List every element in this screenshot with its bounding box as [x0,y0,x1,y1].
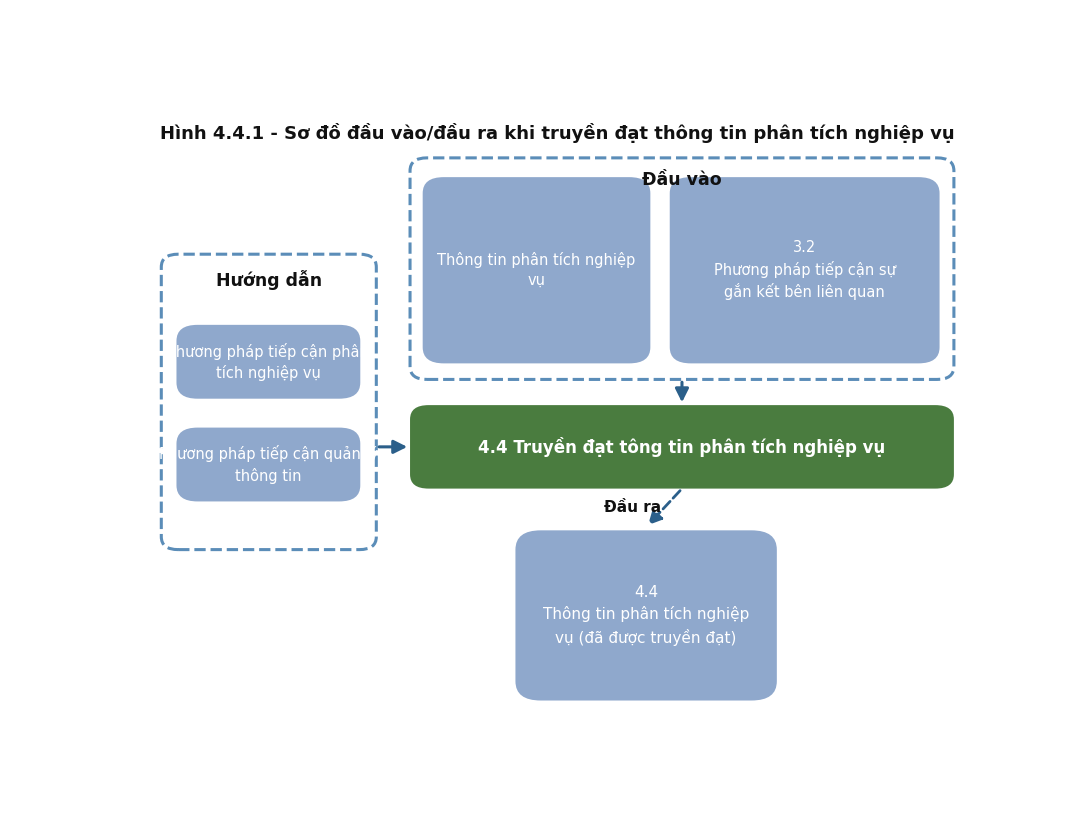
FancyBboxPatch shape [422,177,651,364]
Text: Hình 4.4.1 - Sơ đồ đầu vào/đầu ra khi truyền đạt thông tin phân tích nghiệp vụ: Hình 4.4.1 - Sơ đồ đầu vào/đầu ra khi tr… [160,123,955,143]
FancyBboxPatch shape [176,325,360,399]
Text: Phương pháp tiếp cận quản lý
thông tin: Phương pháp tiếp cận quản lý thông tin [159,445,378,484]
Text: Đầu ra: Đầu ra [604,500,662,515]
FancyBboxPatch shape [516,530,777,701]
Text: 4.4 Truyền đạt tông tin phân tích nghiệp vụ: 4.4 Truyền đạt tông tin phân tích nghiệp… [479,437,886,457]
Text: Hướng dẫn: Hướng dẫn [215,270,322,290]
Text: Đầu vào: Đầu vào [642,171,721,188]
Text: Thông tin phân tích nghiệp
vụ: Thông tin phân tích nghiệp vụ [437,253,635,289]
FancyBboxPatch shape [176,428,360,501]
Text: 4.4
Thông tin phân tích nghiệp
vụ (đã được truyền đạt): 4.4 Thông tin phân tích nghiệp vụ (đã đư… [543,585,750,646]
FancyBboxPatch shape [410,405,954,489]
Text: Phương pháp tiếp cận phân
tích nghiệp vụ: Phương pháp tiếp cận phân tích nghiệp vụ [168,343,369,381]
FancyBboxPatch shape [670,177,940,364]
FancyBboxPatch shape [410,158,954,379]
FancyBboxPatch shape [161,254,376,550]
Text: 3.2
Phương pháp tiếp cận sự
gắn kết bên liên quan: 3.2 Phương pháp tiếp cận sự gắn kết bên … [714,240,895,300]
